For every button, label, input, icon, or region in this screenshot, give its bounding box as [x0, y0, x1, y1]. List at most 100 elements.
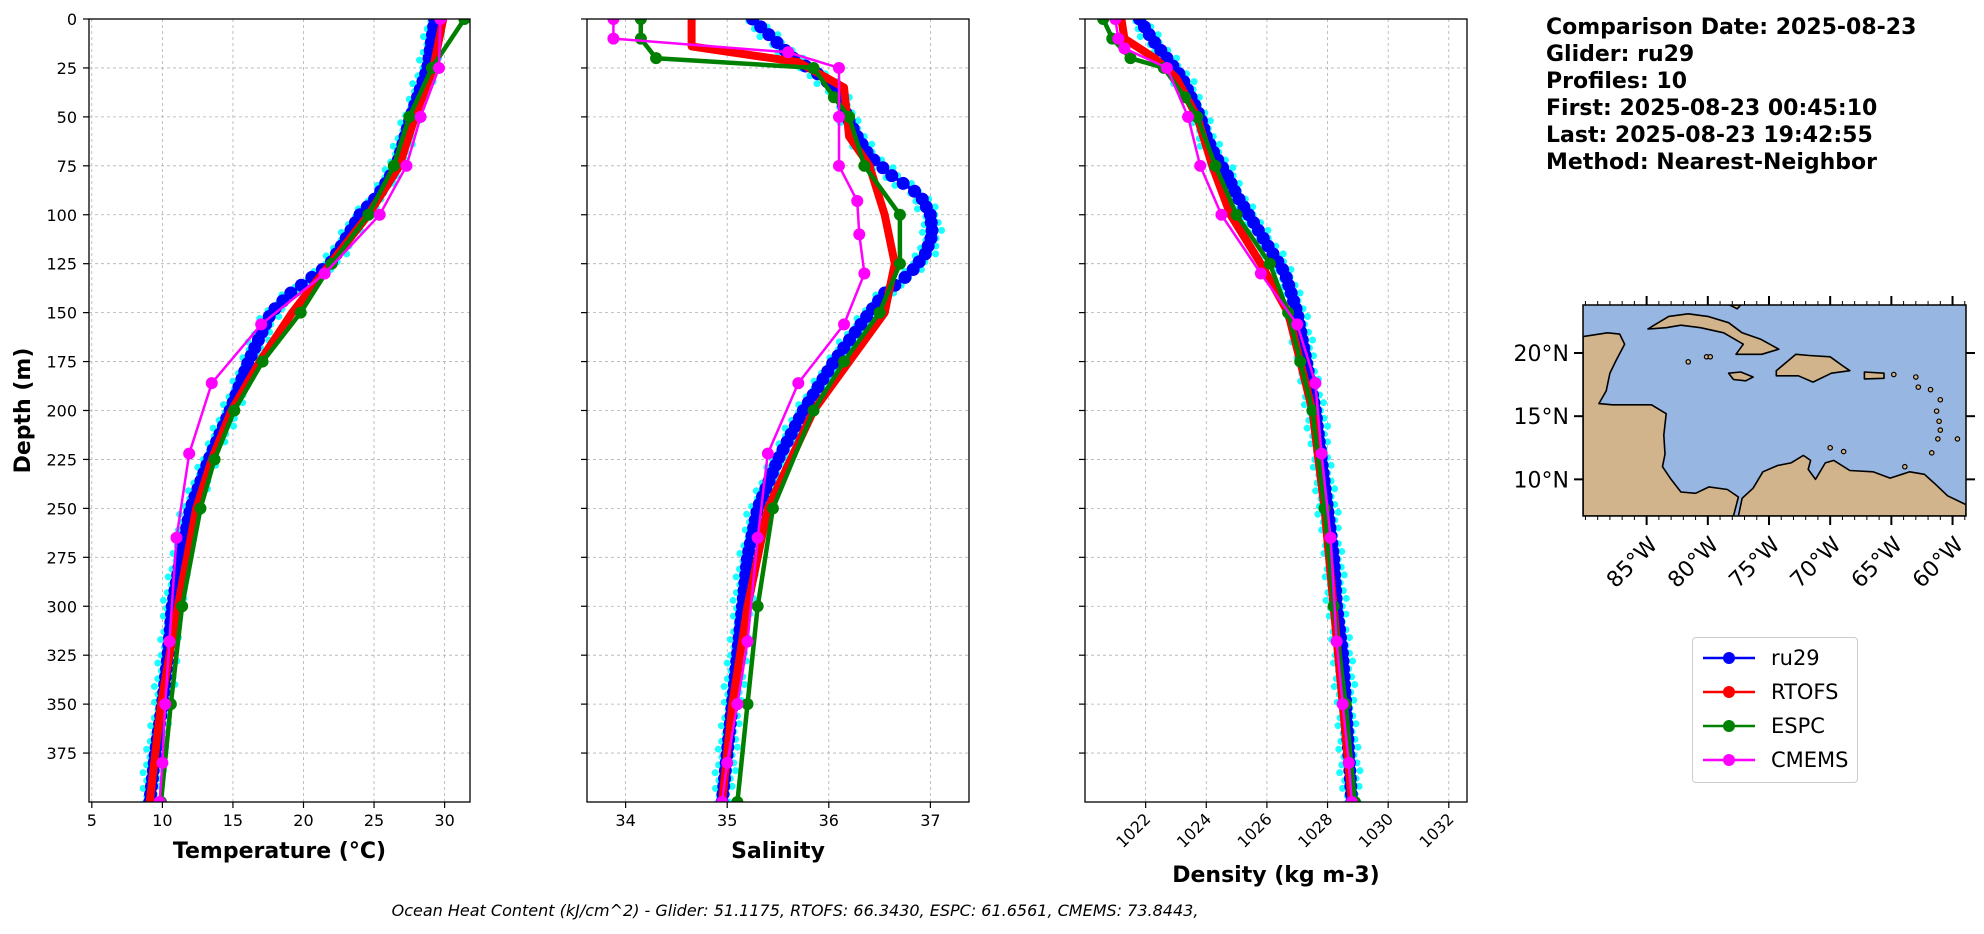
- map-lon-label: 70°W: [1786, 532, 1847, 593]
- glider-scatter-point: [1206, 117, 1214, 125]
- glider-scatter-point: [1310, 352, 1318, 360]
- glider-scatter-point: [1334, 524, 1342, 532]
- glider-scatter-point: [143, 745, 151, 753]
- data-point: [159, 698, 172, 711]
- y-tick-label: 50: [57, 108, 77, 127]
- glider-scatter-point: [913, 205, 921, 213]
- map-lon-label: 80°W: [1663, 532, 1724, 593]
- map-lat-label: 15°N: [1514, 405, 1569, 430]
- comparison-info: Comparison Date: 2025-08-23 Glider: ru29…: [1546, 14, 1916, 176]
- data-point: [362, 208, 375, 221]
- data-point: [766, 502, 779, 515]
- data-point: [741, 635, 754, 648]
- data-point: [1191, 110, 1204, 123]
- x-tick-label: 20: [293, 811, 313, 830]
- glider-scatter-point: [420, 33, 428, 41]
- data-point: [716, 796, 729, 802]
- glider-scatter-point: [1303, 424, 1311, 432]
- data-point: [1112, 32, 1125, 45]
- data-point: [325, 257, 338, 270]
- profile-panel: 5 10 15 20 25 3002550751001251501752002252502…: [11, 10, 471, 864]
- data-point: [1097, 19, 1110, 25]
- data-point: [893, 208, 906, 221]
- series-line: [638, 19, 903, 802]
- x-tick-label: 1030: [1355, 809, 1397, 851]
- data-point: [387, 159, 400, 172]
- glider-scatter-point: [1322, 596, 1330, 604]
- info-line: First: 2025-08-23 00:45:10: [1546, 96, 1878, 121]
- legend-label: ESPC: [1771, 714, 1825, 738]
- data-point: [294, 306, 307, 319]
- glider-scatter-point: [854, 117, 862, 125]
- land-island: [1913, 374, 1919, 380]
- glider-scatter-point: [1336, 769, 1344, 777]
- y-tick-label: 275: [46, 548, 77, 567]
- land-island: [1936, 418, 1942, 425]
- data-point: [284, 286, 298, 300]
- data-point: [761, 447, 774, 460]
- x-tick-label: 36: [819, 811, 839, 830]
- glider-scatter-point: [1195, 93, 1203, 101]
- data-point: [228, 404, 241, 417]
- glider-scatter-point: [1356, 767, 1364, 775]
- glider-scatter-point: [1351, 681, 1359, 689]
- y-tick-label: 25: [57, 59, 77, 78]
- x-tick-label: 30: [434, 811, 454, 830]
- land-island: [1685, 359, 1692, 365]
- info-line: Last: 2025-08-23 19:42:55: [1546, 123, 1873, 148]
- series-line: [145, 19, 448, 802]
- glider-scatter-point: [159, 596, 167, 604]
- glider-scatter-point: [150, 683, 158, 691]
- glider-scatter-point: [1352, 720, 1360, 728]
- glider-scatter-point: [157, 636, 165, 644]
- data-point: [373, 208, 386, 221]
- data-point: [1324, 531, 1337, 544]
- data-point: [906, 263, 920, 277]
- y-tick-label: 100: [46, 206, 77, 225]
- x-axis-label: Salinity: [731, 839, 825, 864]
- data-point: [838, 318, 851, 331]
- x-tick-label: 1022: [1112, 809, 1154, 851]
- glider-scatter-point: [154, 659, 162, 667]
- land-bahamas: [1729, 305, 1742, 310]
- glider-scatter-point: [726, 636, 734, 644]
- glider-scatter-point: [1190, 78, 1198, 86]
- data-point: [1345, 796, 1358, 802]
- land-central-america: [1583, 331, 1740, 516]
- glider-scatter-point: [1345, 634, 1353, 642]
- y-tick-label: 325: [46, 646, 77, 665]
- data-point: [318, 267, 331, 280]
- map-lon-label: 75°W: [1725, 532, 1786, 593]
- data-point: [1124, 52, 1137, 65]
- legend: ru29 RTOFS ESPC CMEMS: [1692, 637, 1858, 783]
- data-point: [770, 35, 784, 49]
- legend-swatch: [1703, 686, 1755, 698]
- data-point: [853, 228, 866, 241]
- data-point: [807, 61, 820, 74]
- y-tick-label: 150: [46, 304, 77, 323]
- x-tick-label: 5: [87, 811, 97, 830]
- glider-scatter-point: [711, 769, 719, 777]
- y-tick-label: 75: [57, 157, 77, 176]
- land-puerto-rico: [1863, 371, 1885, 380]
- data-point: [414, 110, 427, 123]
- profile-panel: 34 35 36 37 Salinity: [581, 18, 970, 864]
- glider-scatter-point: [1355, 782, 1363, 790]
- map-lat-label: 10°N: [1514, 468, 1569, 493]
- data-point: [1109, 19, 1122, 25]
- data-point: [721, 756, 734, 769]
- data-point: [1342, 756, 1355, 769]
- legend-label: ru29: [1771, 646, 1820, 670]
- data-point: [1291, 318, 1304, 331]
- glider-scatter-point: [1264, 226, 1272, 234]
- land-south-america: [1737, 454, 1966, 516]
- land-island: [1935, 436, 1941, 442]
- map-frame: [1582, 304, 1967, 517]
- land-island: [1954, 436, 1961, 442]
- x-tick-label: 1032: [1415, 809, 1457, 851]
- data-point: [432, 61, 445, 74]
- glider-scatter-point: [1349, 657, 1357, 665]
- data-point: [896, 176, 910, 190]
- glider-scatter-point: [743, 510, 751, 518]
